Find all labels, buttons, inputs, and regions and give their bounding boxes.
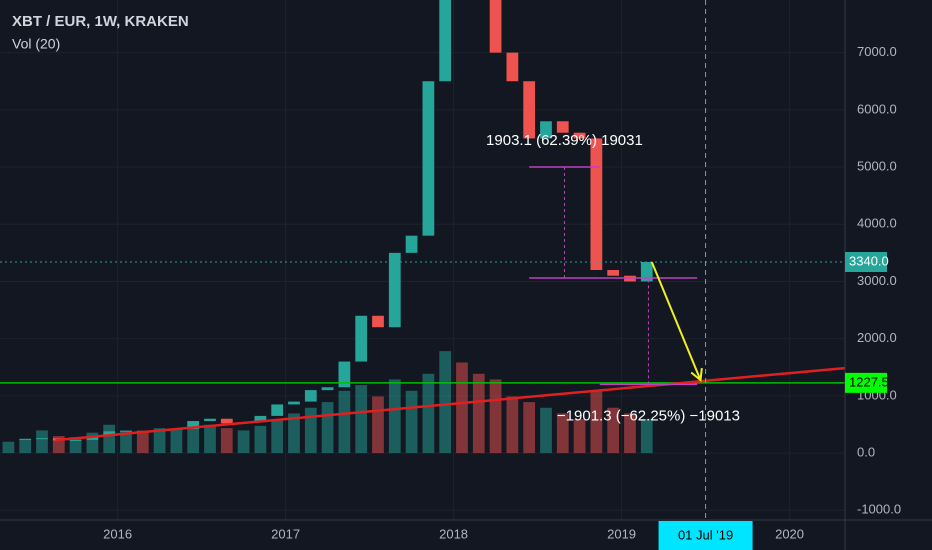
x-tick-label: 2019 [607, 526, 636, 541]
volume-bar [220, 428, 233, 454]
candle [556, 121, 569, 133]
y-tick-label: 0.0 [857, 445, 875, 460]
candle [304, 390, 317, 402]
volume-bar [288, 413, 300, 454]
chart-title: XBT / EUR, 1W, KRAKEN [12, 13, 189, 30]
volume-bar [153, 428, 166, 454]
candle [422, 81, 435, 236]
x-tick-label: 2020 [775, 526, 804, 541]
y-tick-label: 3000.0 [857, 273, 897, 288]
y-tick-label: 7000.0 [857, 44, 897, 59]
volume-bar [439, 351, 452, 454]
volume-bar [640, 419, 653, 454]
volume-bar [573, 419, 586, 454]
cursor-tag-label: 01 Jul '19 [678, 527, 733, 542]
x-tick-label: 2017 [271, 526, 300, 541]
candle [573, 132, 586, 139]
x-tick-label: 2018 [439, 526, 468, 541]
y-tick-label: 2000.0 [857, 330, 897, 345]
candle [388, 252, 401, 328]
y-tick-label: 4000.0 [857, 216, 897, 231]
candle [338, 361, 351, 388]
candle [204, 418, 216, 422]
candle [254, 415, 267, 423]
volume-bar [136, 432, 149, 454]
subtitle: Vol (20) [12, 36, 60, 52]
candle [489, 0, 502, 53]
volume-bar [304, 407, 317, 454]
measure-label: 1903.1 (62.39%) 19031 [486, 132, 643, 149]
volume-bar [590, 390, 603, 454]
volume-bar [52, 436, 65, 454]
volume-bar [388, 379, 401, 454]
volume-bar [204, 424, 216, 454]
y-tick-label: -1000.0 [857, 502, 901, 517]
volume-bar [86, 432, 99, 454]
volume-bar [338, 390, 351, 454]
volume-bar [187, 421, 200, 454]
volume-bar [472, 373, 485, 454]
candle [120, 430, 132, 432]
price-tag-label: 3340.0 [849, 253, 889, 268]
volume-bar [422, 373, 435, 454]
candle [271, 404, 284, 416]
volume-bar [254, 425, 267, 454]
volume-bar [120, 430, 132, 454]
candle [506, 52, 519, 82]
volume-bar [607, 407, 620, 454]
candle [540, 121, 552, 139]
candle [220, 418, 233, 424]
candle [590, 138, 603, 271]
candle [103, 431, 116, 436]
volume-bar [355, 385, 368, 454]
trendline [55, 366, 845, 442]
volume-bar [271, 419, 284, 454]
volume-bar [624, 413, 636, 454]
volume-bar [405, 390, 418, 454]
volume-bar [19, 439, 32, 454]
volume-bar [506, 396, 519, 454]
candle [439, 0, 452, 82]
support-tag-label: 1227.5 [849, 374, 889, 389]
candle [288, 401, 300, 405]
candle [372, 315, 384, 328]
candle [187, 421, 200, 430]
measure-label: −1901.3 (−62.25%) −19013 [557, 407, 740, 424]
x-tick-label: 2016 [103, 526, 132, 541]
support-tag [845, 372, 887, 393]
volume-bar [237, 430, 250, 454]
candle [19, 438, 32, 440]
candle [321, 387, 334, 391]
volume-bar [36, 430, 48, 454]
volume-bar [103, 424, 116, 454]
candle [607, 270, 620, 276]
volume-bar [540, 407, 552, 454]
volume-bar [2, 441, 15, 454]
volume-bar [523, 402, 536, 454]
volume-bar [556, 413, 569, 454]
volume-bar [321, 402, 334, 454]
candle [405, 235, 418, 253]
y-tick-label: 5000.0 [857, 158, 897, 173]
volume-bar [170, 430, 183, 454]
candle [523, 81, 536, 139]
arrow [650, 261, 702, 381]
candle [355, 315, 368, 362]
cursor-tag [658, 521, 753, 550]
volume-bar [456, 362, 468, 454]
arrow-head [690, 368, 703, 383]
y-tick-label: 6000.0 [857, 101, 897, 116]
price-tag [845, 252, 887, 273]
candle [36, 438, 48, 440]
candle [640, 262, 653, 282]
volume-bar [69, 437, 82, 454]
volume-bar [489, 379, 502, 454]
candle [69, 439, 82, 441]
plot-area [0, 0, 845, 520]
volume-bar [372, 396, 384, 454]
